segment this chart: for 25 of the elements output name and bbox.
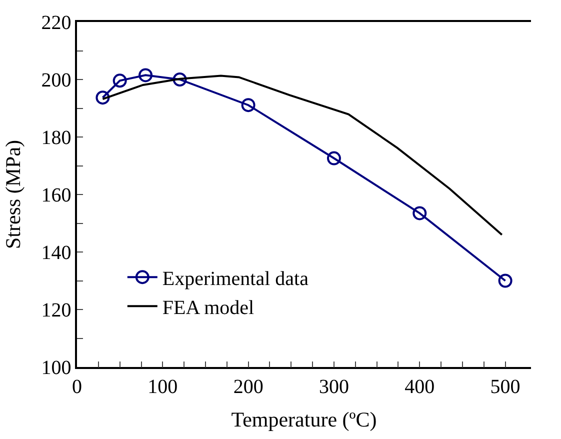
y-tick-label: 200 — [41, 70, 72, 92]
point — [498, 274, 512, 288]
y-tick-label: 120 — [41, 300, 72, 322]
y-axis-title: Stress (MPa) — [0, 140, 25, 250]
x-tick-label: 100 — [148, 376, 178, 398]
x-tick-label: 500 — [490, 376, 520, 398]
y-tick-label: 160 — [41, 184, 72, 206]
point — [96, 90, 110, 105]
y-tick-label: 100 — [41, 357, 72, 379]
point — [138, 68, 153, 82]
point — [172, 72, 187, 86]
y-tick-label: 180 — [41, 127, 72, 149]
y-tick-label: 140 — [41, 242, 72, 264]
x-tick-label: 400 — [404, 376, 435, 398]
x-tick-label: 300 — [318, 376, 349, 398]
x-tick-label: 0 — [72, 376, 82, 398]
y-tick-label: 220 — [41, 12, 72, 34]
legend-label: FEA model — [162, 296, 255, 319]
x-tick-label: 200 — [233, 376, 264, 398]
x-axis-title: Temperature (ºC) — [231, 407, 377, 432]
point — [241, 98, 256, 112]
legend-label: Experimental data — [162, 268, 309, 290]
point — [412, 206, 427, 220]
point — [326, 151, 341, 166]
point — [112, 74, 127, 88]
